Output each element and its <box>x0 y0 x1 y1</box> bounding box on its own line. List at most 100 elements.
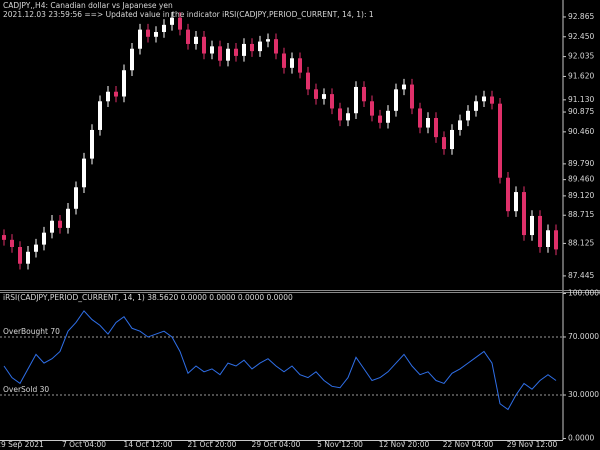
y-tick-label: 89.120 <box>568 191 594 200</box>
x-tick-label: 5 Nov 12:00 <box>317 440 363 449</box>
candle-body <box>426 118 430 128</box>
candle-body <box>538 215 542 248</box>
y-tick-label: 91.620 <box>568 71 594 80</box>
candle-body <box>10 239 14 248</box>
candle-body <box>378 115 382 123</box>
candle-body <box>66 208 70 228</box>
candle-body <box>18 247 22 264</box>
candle-body <box>106 91 110 102</box>
level-label: OverSold 30 <box>3 385 49 394</box>
candle-body <box>498 103 502 178</box>
candle-body <box>90 129 94 159</box>
x-tick-label: 14 Oct 12:00 <box>124 440 173 449</box>
y-tick-label: 90.460 <box>568 127 594 136</box>
x-tick-label: 22 Nov 04:00 <box>443 440 494 449</box>
y-tick-label: 87.445 <box>568 271 594 280</box>
candle-body <box>138 29 142 49</box>
candle-body <box>202 36 206 54</box>
candle-body <box>194 36 198 44</box>
x-tick-label: 29 Oct 04:00 <box>252 440 301 449</box>
x-tick-label: 21 Oct 20:00 <box>188 440 237 449</box>
x-tick-label: 12 Nov 20:00 <box>379 440 430 449</box>
candle-body <box>514 192 518 212</box>
y-tick-label: 90.875 <box>568 107 594 116</box>
candle-body <box>522 192 526 236</box>
candle-body <box>386 110 390 123</box>
candle-body <box>114 91 118 97</box>
candle-body <box>530 215 534 236</box>
y-tick-label: 92.035 <box>568 52 594 61</box>
candle-body <box>218 46 222 61</box>
candle-body <box>34 244 38 252</box>
y-tick-label: 88.125 <box>568 238 594 247</box>
y-tick-label: 88.715 <box>568 210 594 219</box>
candle-body <box>346 113 350 121</box>
candle-body <box>266 39 270 42</box>
candle-body <box>362 86 366 102</box>
y-tick-label: 30.0000 <box>568 390 599 399</box>
candle-body <box>490 96 494 104</box>
y-tick-label: 91.130 <box>568 95 594 104</box>
candle-body <box>322 94 326 99</box>
x-tick-label: 29 Nov 12:00 <box>507 440 558 449</box>
candle-body <box>146 29 150 37</box>
candle-body <box>450 129 454 150</box>
candle-body <box>258 41 262 52</box>
candle-body <box>394 89 398 111</box>
candle-body <box>186 29 190 44</box>
candle-body <box>58 220 62 228</box>
y-tick-label: 92.865 <box>568 12 594 21</box>
candle-body <box>434 118 438 138</box>
y-tick-label: 100.0000 <box>568 288 600 297</box>
y-tick-label: 70.0000 <box>568 332 599 341</box>
candle-body <box>2 235 6 240</box>
candle-body <box>50 220 54 233</box>
x-tick-label: 7 Oct 04:00 <box>62 440 106 449</box>
candle-body <box>482 96 486 102</box>
candle-body <box>474 101 478 111</box>
candle-body <box>458 120 462 130</box>
indicator-title: iRSI(CADJPY,PERIOD_CURRENT, 14, 1) 38.56… <box>3 293 293 302</box>
candle-body <box>210 46 214 54</box>
candle-body <box>226 48 230 61</box>
candle-body <box>354 86 358 114</box>
candle-body <box>170 17 174 25</box>
candle-body <box>554 230 558 250</box>
candle-body <box>546 230 550 248</box>
candle-body <box>122 70 126 97</box>
candle-body <box>234 48 238 56</box>
candle-body <box>98 101 102 130</box>
candle-body <box>26 251 30 264</box>
candle-body <box>370 101 374 116</box>
candle-body <box>74 187 78 209</box>
chart-subtitle: 2021.12.03 23:59:56 ==> Updated value in… <box>3 10 374 19</box>
y-tick-label: 92.450 <box>568 32 594 41</box>
candle-body <box>298 58 302 73</box>
candle-body <box>314 89 318 99</box>
level-label: OverBought 70 <box>3 327 60 336</box>
candle-body <box>162 24 166 33</box>
candle-body <box>506 177 510 212</box>
candle-body <box>274 39 278 54</box>
rsi-line <box>3 310 557 411</box>
candle-body <box>282 53 286 68</box>
y-tick-label: 89.460 <box>568 175 594 184</box>
candle-body <box>82 158 86 188</box>
x-tick-label: 29 Sep 2021 <box>0 440 44 449</box>
candle-body <box>154 32 158 37</box>
candle-body <box>330 94 334 109</box>
y-tick-label: 0.0000 <box>568 434 594 443</box>
candle-body <box>178 17 182 30</box>
candle-body <box>130 48 134 71</box>
candle-body <box>250 43 254 52</box>
candle-body <box>442 137 446 150</box>
candle-body <box>306 72 310 90</box>
candle-body <box>466 110 470 121</box>
chart-title: CADJPY,,H4: Canadian dollar vs Japanese … <box>3 1 173 10</box>
candle-body <box>418 108 422 128</box>
candle-body <box>42 232 46 245</box>
candle-body <box>402 84 406 90</box>
candle-body <box>410 84 414 109</box>
candle-body <box>290 58 294 68</box>
